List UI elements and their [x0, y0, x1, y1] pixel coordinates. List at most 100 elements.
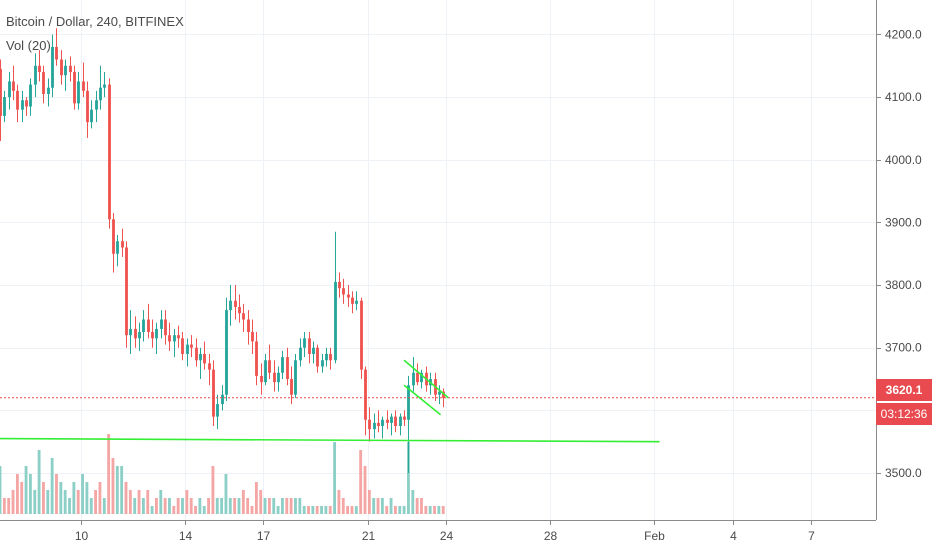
volume-bar — [359, 450, 363, 514]
candle-body — [438, 391, 441, 395]
candle — [390, 413, 393, 436]
volume-bar — [189, 498, 193, 514]
volume-bar — [181, 498, 184, 514]
candle-body — [203, 353, 206, 364]
candle-body — [420, 372, 423, 383]
candle-body — [121, 241, 124, 248]
candle-body — [95, 100, 98, 110]
candle — [12, 65, 15, 101]
volume-bar — [302, 506, 306, 514]
candle-body — [251, 332, 254, 342]
price-tick-label: 4000.0 — [885, 153, 922, 167]
volume-bar — [407, 442, 410, 514]
candle-body — [294, 360, 297, 395]
volume-bar — [115, 466, 119, 514]
candle — [134, 316, 137, 348]
candle — [321, 353, 324, 373]
candle-body — [208, 363, 211, 370]
candle — [0, 59, 2, 141]
volume-bar — [111, 458, 115, 514]
candle — [325, 347, 328, 367]
candle — [268, 344, 271, 380]
candle — [138, 322, 141, 351]
candle-body — [190, 344, 193, 348]
candle — [360, 297, 363, 380]
candle-body — [347, 294, 350, 298]
time-tick-label: 4 — [730, 529, 737, 543]
volume-bar — [42, 482, 45, 514]
trend-drawings[interactable] — [0, 359, 660, 443]
volume-bar — [81, 474, 84, 514]
candle-body — [407, 385, 410, 420]
candle — [21, 90, 24, 123]
candle-body — [321, 360, 324, 367]
candle-body — [138, 332, 141, 339]
candle-body — [134, 328, 137, 339]
candle-body — [99, 87, 102, 101]
candle — [225, 297, 228, 401]
volume-bar — [128, 490, 132, 514]
volume-bar — [194, 506, 197, 514]
candle-body — [286, 357, 289, 380]
candle — [377, 410, 380, 433]
volume-bar — [346, 506, 350, 514]
candle — [121, 228, 124, 257]
candle — [125, 241, 128, 348]
candle-body — [355, 300, 358, 304]
candle — [394, 410, 397, 433]
volume-bar — [259, 490, 263, 514]
candle — [51, 34, 54, 98]
candle — [86, 81, 89, 138]
candle — [195, 338, 198, 367]
candle — [142, 310, 145, 342]
volume-bar — [94, 490, 98, 514]
volume-bar — [207, 498, 210, 514]
volume-bar — [159, 490, 163, 514]
volume-bar — [354, 506, 358, 514]
volume-bar — [350, 506, 354, 514]
volume-bar — [315, 506, 319, 514]
candle — [273, 360, 276, 392]
candle-body — [151, 332, 154, 339]
volume-bar — [176, 498, 180, 514]
candle-body — [312, 347, 315, 354]
candle — [347, 285, 350, 307]
candle — [312, 341, 315, 364]
candle-body — [0, 68, 2, 116]
candle-body — [264, 360, 267, 383]
price-axis[interactable]: 3500.0 3700.0 3800.0 3900.0 4000.0 4100.0 4200… — [876, 27, 922, 480]
flag-upper-drawing — [403, 359, 449, 399]
candle — [260, 363, 263, 395]
candle-body — [73, 72, 76, 104]
price-tick-label: 4200.0 — [885, 27, 922, 41]
candle — [308, 332, 311, 364]
volume-bar — [89, 498, 93, 514]
volume-bar — [437, 506, 441, 514]
candle — [47, 78, 50, 107]
candle — [16, 84, 19, 123]
volume-legend: Vol (20) — [6, 38, 51, 53]
candle — [29, 78, 32, 116]
candle — [173, 328, 176, 358]
time-axis[interactable]: 10 14 17 21 24 28 Feb 4 7 — [75, 520, 815, 543]
volume-bar — [246, 498, 250, 514]
volume-bar — [272, 498, 276, 514]
price-tick-label: 3900.0 — [885, 215, 922, 229]
candle-body — [242, 313, 245, 320]
candle-body — [399, 416, 402, 427]
candle — [286, 347, 289, 386]
candle-body — [342, 288, 345, 295]
volume-bar — [33, 490, 37, 514]
candle — [99, 65, 102, 110]
candle — [251, 319, 254, 354]
price-tick-label: 3800.0 — [885, 278, 922, 292]
candle-body — [290, 379, 293, 395]
volume-bar — [420, 498, 423, 514]
volume-bar — [311, 506, 315, 514]
candle — [438, 385, 441, 405]
volume-bar — [393, 506, 397, 514]
candle-body — [260, 375, 263, 383]
candle-body — [164, 319, 167, 336]
candle-body — [234, 300, 237, 307]
